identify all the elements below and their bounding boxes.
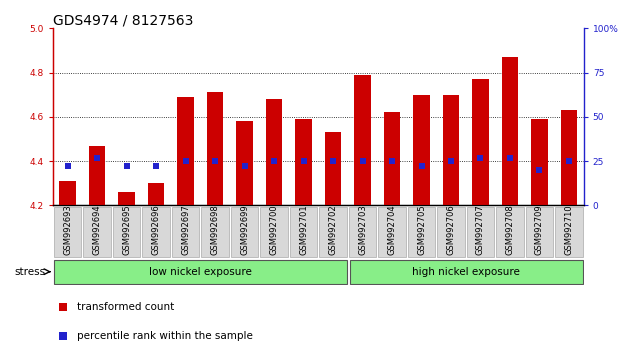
Text: GDS4974 / 8127563: GDS4974 / 8127563 bbox=[53, 13, 193, 27]
Text: GSM992702: GSM992702 bbox=[329, 205, 337, 255]
Bar bbox=[89, 145, 105, 205]
FancyBboxPatch shape bbox=[555, 207, 583, 257]
Bar bbox=[414, 95, 430, 205]
Bar bbox=[502, 57, 518, 205]
Text: GSM992710: GSM992710 bbox=[564, 205, 573, 255]
FancyBboxPatch shape bbox=[496, 207, 524, 257]
FancyBboxPatch shape bbox=[54, 260, 347, 284]
FancyBboxPatch shape bbox=[142, 207, 170, 257]
FancyBboxPatch shape bbox=[348, 207, 376, 257]
Bar bbox=[266, 99, 282, 205]
FancyBboxPatch shape bbox=[83, 207, 111, 257]
Text: high nickel exposure: high nickel exposure bbox=[412, 267, 520, 277]
Text: GSM992709: GSM992709 bbox=[535, 205, 544, 255]
FancyBboxPatch shape bbox=[407, 207, 435, 257]
FancyBboxPatch shape bbox=[201, 207, 229, 257]
Text: low nickel exposure: low nickel exposure bbox=[149, 267, 252, 277]
Text: GSM992697: GSM992697 bbox=[181, 205, 190, 255]
FancyBboxPatch shape bbox=[437, 207, 465, 257]
Text: GSM992708: GSM992708 bbox=[505, 205, 514, 255]
Bar bbox=[60, 181, 76, 205]
Text: GSM992701: GSM992701 bbox=[299, 205, 308, 255]
FancyBboxPatch shape bbox=[525, 207, 553, 257]
Text: GSM992694: GSM992694 bbox=[93, 205, 101, 255]
FancyBboxPatch shape bbox=[230, 207, 258, 257]
FancyBboxPatch shape bbox=[112, 207, 140, 257]
Bar bbox=[207, 92, 223, 205]
Bar bbox=[355, 75, 371, 205]
Text: stress: stress bbox=[14, 267, 46, 277]
Text: GSM992707: GSM992707 bbox=[476, 205, 485, 255]
FancyBboxPatch shape bbox=[171, 207, 199, 257]
Bar bbox=[384, 113, 400, 205]
FancyBboxPatch shape bbox=[378, 207, 406, 257]
Text: GSM992698: GSM992698 bbox=[211, 205, 219, 255]
FancyBboxPatch shape bbox=[466, 207, 494, 257]
Text: GSM992704: GSM992704 bbox=[388, 205, 396, 255]
Text: transformed count: transformed count bbox=[76, 302, 174, 312]
FancyBboxPatch shape bbox=[53, 207, 81, 257]
FancyBboxPatch shape bbox=[350, 260, 582, 284]
Bar bbox=[443, 95, 459, 205]
Text: GSM992693: GSM992693 bbox=[63, 205, 72, 255]
Bar bbox=[119, 192, 135, 205]
FancyBboxPatch shape bbox=[260, 207, 288, 257]
Bar bbox=[178, 97, 194, 205]
FancyBboxPatch shape bbox=[289, 207, 317, 257]
Text: GSM992703: GSM992703 bbox=[358, 205, 367, 255]
Text: GSM992696: GSM992696 bbox=[152, 205, 160, 255]
FancyBboxPatch shape bbox=[319, 207, 347, 257]
Bar bbox=[532, 119, 548, 205]
Text: GSM992700: GSM992700 bbox=[270, 205, 278, 255]
Bar bbox=[296, 119, 312, 205]
Text: GSM992695: GSM992695 bbox=[122, 205, 131, 255]
Text: GSM992706: GSM992706 bbox=[446, 205, 455, 255]
Bar bbox=[561, 110, 577, 205]
Text: GSM992699: GSM992699 bbox=[240, 205, 249, 255]
Text: GSM992705: GSM992705 bbox=[417, 205, 426, 255]
Bar bbox=[237, 121, 253, 205]
Bar bbox=[325, 132, 341, 205]
Bar bbox=[148, 183, 164, 205]
Bar bbox=[473, 79, 489, 205]
Text: percentile rank within the sample: percentile rank within the sample bbox=[76, 331, 253, 341]
